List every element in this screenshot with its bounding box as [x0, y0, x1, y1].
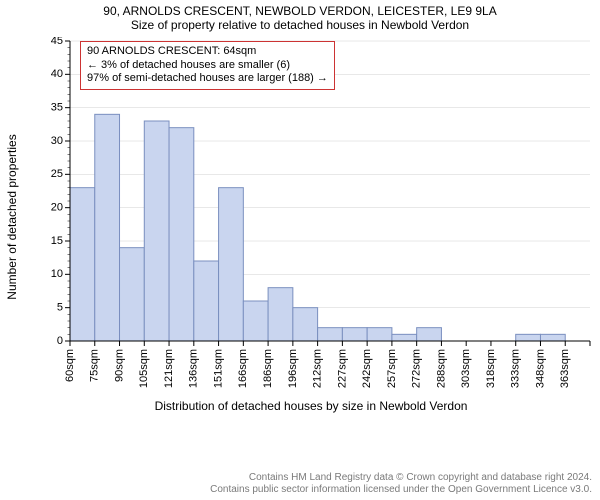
svg-text:212sqm: 212sqm — [312, 349, 324, 388]
svg-text:45: 45 — [51, 37, 63, 47]
svg-text:75sqm: 75sqm — [89, 349, 101, 382]
svg-text:40: 40 — [51, 68, 63, 80]
svg-text:105sqm: 105sqm — [138, 349, 150, 388]
title-line-2: Size of property relative to detached ho… — [6, 18, 594, 32]
svg-text:136sqm: 136sqm — [188, 349, 200, 388]
svg-text:196sqm: 196sqm — [287, 349, 299, 388]
svg-text:151sqm: 151sqm — [212, 349, 224, 388]
svg-text:121sqm: 121sqm — [163, 349, 175, 388]
title-line-1: 90, ARNOLDS CRESCENT, NEWBOLD VERDON, LE… — [6, 4, 594, 18]
svg-text:242sqm: 242sqm — [361, 349, 373, 388]
svg-text:15: 15 — [51, 235, 63, 247]
svg-text:90sqm: 90sqm — [113, 349, 125, 382]
svg-text:318sqm: 318sqm — [485, 349, 497, 388]
svg-text:272sqm: 272sqm — [411, 349, 423, 388]
x-axis-label: Distribution of detached houses by size … — [26, 399, 596, 413]
svg-text:227sqm: 227sqm — [336, 349, 348, 388]
footer-line-2: Contains public sector information licen… — [210, 484, 592, 496]
svg-text:166sqm: 166sqm — [237, 349, 249, 388]
svg-text:5: 5 — [57, 301, 63, 313]
svg-text:257sqm: 257sqm — [386, 349, 398, 388]
svg-text:363sqm: 363sqm — [559, 349, 571, 388]
histogram-chart: 0 5 10 15 20 25 30 35 40 45 60sqm 75sqm 90sqm 105sqm 1… — [26, 37, 596, 397]
svg-text:348sqm: 348sqm — [534, 349, 546, 388]
chart-area: Number of detached properties 0510152025… — [26, 37, 596, 397]
svg-text:30: 30 — [51, 135, 63, 147]
footer: Contains HM Land Registry data © Crown c… — [210, 472, 592, 496]
legend-line-3: 97% of semi-detached houses are larger (… — [87, 72, 328, 86]
svg-text:303sqm: 303sqm — [460, 349, 472, 388]
svg-text:186sqm: 186sqm — [262, 349, 274, 388]
svg-text:35: 35 — [51, 101, 63, 113]
y-axis-label: Number of detached properties — [5, 134, 19, 299]
svg-text:0: 0 — [57, 335, 63, 347]
page: 90, ARNOLDS CRESCENT, NEWBOLD VERDON, LE… — [0, 0, 600, 500]
legend-box: 90 ARNOLDS CRESCENT: 64sqm ← 3% of detac… — [80, 41, 335, 90]
svg-text:288sqm: 288sqm — [435, 349, 447, 388]
footer-line-1: Contains HM Land Registry data © Crown c… — [210, 472, 592, 484]
legend-line-2: ← 3% of detached houses are smaller (6) — [87, 59, 328, 73]
svg-text:10: 10 — [51, 268, 63, 280]
legend-line-1: 90 ARNOLDS CRESCENT: 64sqm — [87, 45, 328, 59]
svg-text:20: 20 — [51, 201, 63, 213]
svg-text:60sqm: 60sqm — [64, 349, 76, 382]
svg-text:25: 25 — [51, 168, 63, 180]
svg-text:333sqm: 333sqm — [510, 349, 522, 388]
